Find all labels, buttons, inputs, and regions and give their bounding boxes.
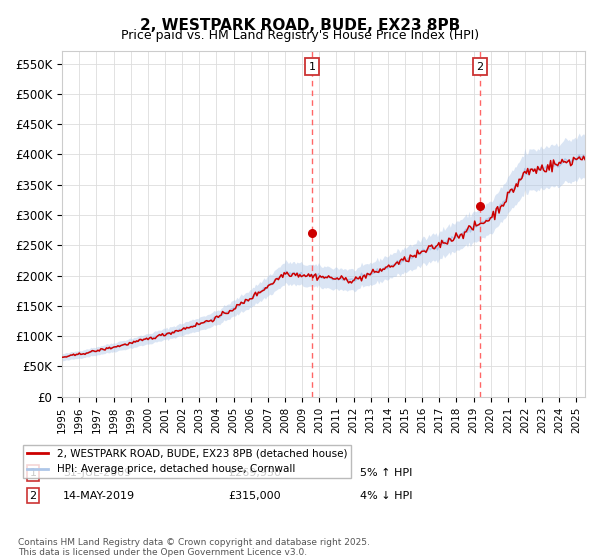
Text: 1: 1: [29, 468, 37, 478]
Text: 5% ↑ HPI: 5% ↑ HPI: [360, 468, 412, 478]
Text: Contains HM Land Registry data © Crown copyright and database right 2025.
This d: Contains HM Land Registry data © Crown c…: [18, 538, 370, 557]
Text: 1: 1: [308, 62, 316, 72]
Text: 2: 2: [29, 491, 37, 501]
Text: £269,950: £269,950: [228, 468, 281, 478]
Text: 4% ↓ HPI: 4% ↓ HPI: [360, 491, 413, 501]
Text: 2, WESTPARK ROAD, BUDE, EX23 8PB: 2, WESTPARK ROAD, BUDE, EX23 8PB: [140, 18, 460, 33]
Text: Price paid vs. HM Land Registry's House Price Index (HPI): Price paid vs. HM Land Registry's House …: [121, 29, 479, 42]
Text: 31-JUL-2009: 31-JUL-2009: [63, 468, 131, 478]
Text: 14-MAY-2019: 14-MAY-2019: [63, 491, 135, 501]
Text: 2: 2: [476, 62, 484, 72]
Legend: 2, WESTPARK ROAD, BUDE, EX23 8PB (detached house), HPI: Average price, detached : 2, WESTPARK ROAD, BUDE, EX23 8PB (detach…: [23, 445, 351, 478]
Text: £315,000: £315,000: [228, 491, 281, 501]
